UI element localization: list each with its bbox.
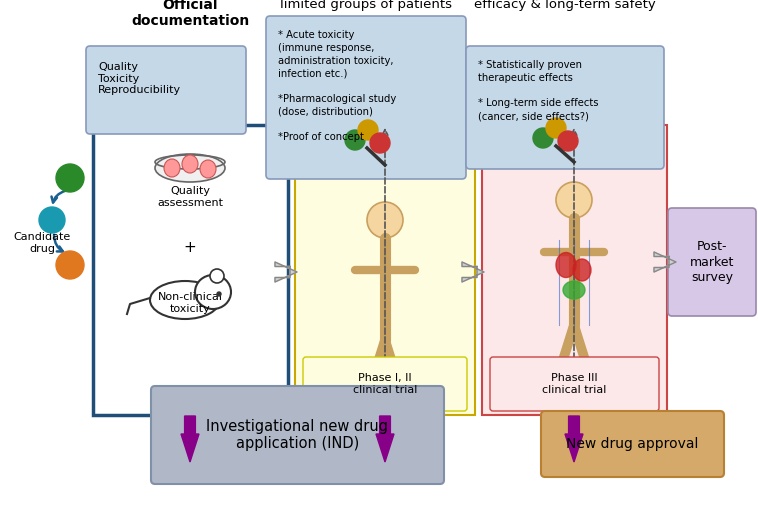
FancyBboxPatch shape — [86, 46, 246, 134]
Polygon shape — [376, 416, 394, 462]
Ellipse shape — [164, 159, 180, 177]
FancyBboxPatch shape — [490, 357, 659, 411]
Polygon shape — [565, 416, 583, 462]
Circle shape — [39, 207, 65, 233]
Circle shape — [217, 292, 221, 296]
Circle shape — [56, 164, 84, 192]
Text: Quality
Toxicity
Reproducibility: Quality Toxicity Reproducibility — [98, 62, 181, 95]
Polygon shape — [181, 416, 199, 462]
FancyBboxPatch shape — [266, 16, 466, 179]
Text: Official
documentation: Official documentation — [131, 0, 249, 28]
Text: Investigational new drug
application (IND): Investigational new drug application (IN… — [206, 419, 389, 451]
Circle shape — [370, 133, 390, 153]
Text: Post-
market
survey: Post- market survey — [690, 240, 735, 283]
Text: Quality
assessment: Quality assessment — [157, 186, 223, 208]
Text: Non-clinical
toxicity: Non-clinical toxicity — [158, 292, 223, 314]
FancyBboxPatch shape — [668, 208, 756, 316]
Ellipse shape — [563, 281, 585, 299]
Circle shape — [558, 131, 578, 151]
Polygon shape — [462, 262, 484, 282]
Polygon shape — [654, 252, 676, 272]
Bar — [93, 125, 288, 415]
Circle shape — [546, 118, 566, 138]
Circle shape — [533, 128, 553, 148]
FancyBboxPatch shape — [303, 357, 467, 411]
FancyBboxPatch shape — [541, 411, 724, 477]
Text: Phase I, II
clinical trial: Phase I, II clinical trial — [352, 373, 417, 395]
Ellipse shape — [200, 160, 216, 178]
Circle shape — [556, 182, 592, 218]
Circle shape — [358, 120, 378, 140]
Polygon shape — [275, 262, 297, 282]
Text: * Acute toxicity
(immune response,
administration toxicity,
infection etc.)

*Ph: * Acute toxicity (immune response, admin… — [278, 30, 396, 142]
Text: +: + — [183, 240, 196, 255]
Ellipse shape — [182, 155, 198, 173]
Circle shape — [345, 130, 365, 150]
FancyBboxPatch shape — [466, 46, 664, 169]
Bar — [482, 125, 667, 415]
Text: New drug approval: New drug approval — [566, 437, 699, 451]
Text: * Statistically proven
therapeutic effects

* Long-term side effects
(cancer, si: * Statistically proven therapeutic effec… — [478, 60, 599, 121]
Text: Preliminary study for
limited groups of patients: Preliminary study for limited groups of … — [280, 0, 452, 11]
Text: Statistical verifications for
efficacy & long-term safety: Statistical verifications for efficacy &… — [474, 0, 656, 11]
Ellipse shape — [150, 281, 220, 319]
Text: Candidate
drug: Candidate drug — [14, 232, 70, 254]
Text: Phase III
clinical trial: Phase III clinical trial — [542, 373, 606, 395]
Ellipse shape — [195, 275, 231, 309]
Circle shape — [367, 202, 403, 238]
Ellipse shape — [573, 259, 591, 281]
Ellipse shape — [210, 269, 224, 283]
Ellipse shape — [155, 154, 225, 182]
Bar — [295, 125, 475, 415]
FancyBboxPatch shape — [151, 386, 444, 484]
Ellipse shape — [556, 253, 576, 278]
Circle shape — [56, 251, 84, 279]
